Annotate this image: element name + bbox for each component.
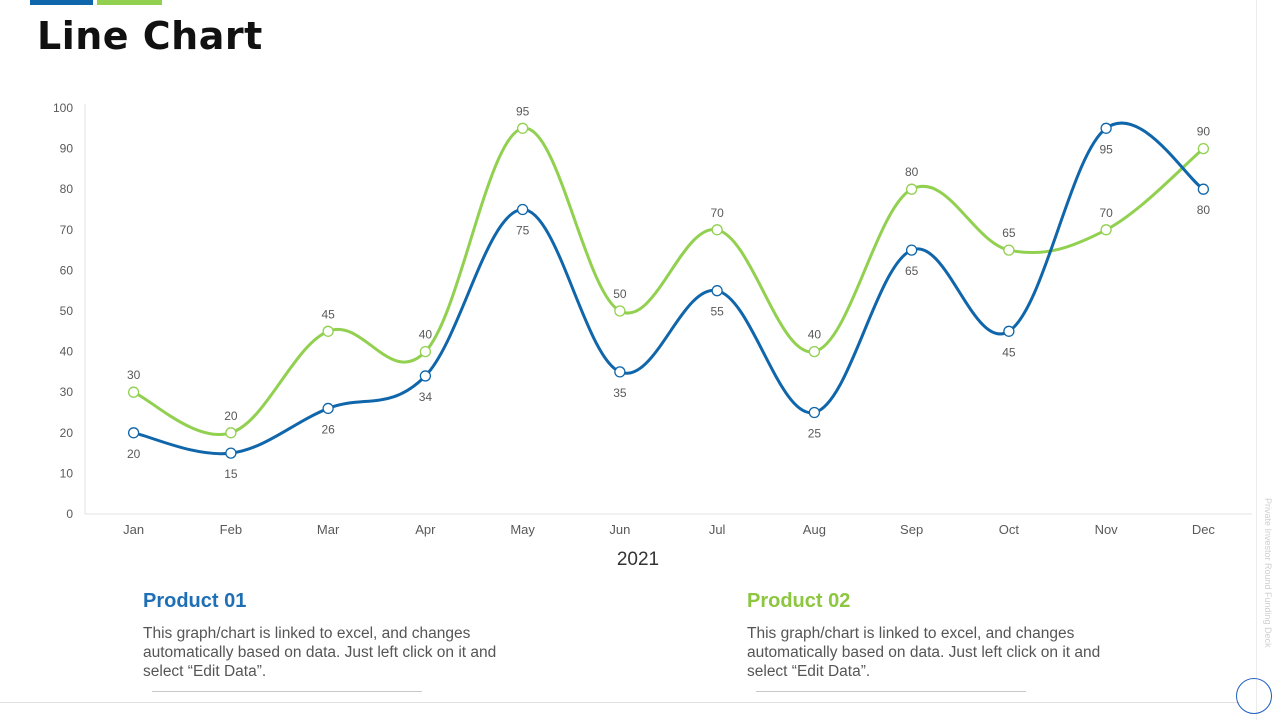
y-tick-label: 0 xyxy=(66,507,73,521)
data-point xyxy=(1003,325,1015,337)
y-tick-label: 20 xyxy=(60,426,74,440)
data-label: 65 xyxy=(905,264,919,278)
product-02-legend: Product 02 This graph/chart is linked to… xyxy=(747,590,1127,681)
product-02-title: Product 02 xyxy=(747,590,851,612)
data-point xyxy=(905,183,918,195)
data-label: 95 xyxy=(516,104,530,118)
data-point xyxy=(1003,244,1015,256)
y-tick-label: 10 xyxy=(60,466,74,480)
data-label: 70 xyxy=(1099,206,1113,220)
data-point xyxy=(127,386,140,398)
series-line-1 xyxy=(132,121,1205,456)
x-tick-label: Feb xyxy=(220,522,242,537)
data-label: 70 xyxy=(710,206,724,220)
data-label: 20 xyxy=(224,409,238,423)
series-line-2 xyxy=(132,126,1205,436)
data-label: 45 xyxy=(321,307,335,321)
data-label: 65 xyxy=(1002,226,1016,240)
y-tick-label: 90 xyxy=(60,142,74,156)
x-tick-label: Aug xyxy=(803,522,826,537)
y-tick-label: 70 xyxy=(60,223,74,237)
y-tick-label: 60 xyxy=(60,263,74,277)
data-point xyxy=(322,402,334,415)
x-axis-title: 2021 xyxy=(616,549,660,570)
side-caption: Private Investor Round Funding Deck xyxy=(1263,498,1273,648)
x-tick-label: Nov xyxy=(1095,522,1119,537)
data-point xyxy=(322,325,334,337)
data-point xyxy=(808,406,821,419)
footer-divider xyxy=(0,702,1240,703)
x-tick-label: Oct xyxy=(999,522,1020,537)
data-label: 50 xyxy=(613,287,627,301)
x-tick-label: Apr xyxy=(415,522,436,537)
data-point xyxy=(127,427,140,439)
data-label: 95 xyxy=(1099,142,1113,156)
data-point xyxy=(516,203,529,216)
data-label: 34 xyxy=(419,390,433,404)
data-point xyxy=(1100,224,1112,236)
data-point xyxy=(225,427,237,439)
x-tick-label: Jul xyxy=(709,522,726,537)
data-label: 80 xyxy=(1197,203,1211,217)
product-01-legend: Product 01 This graph/chart is linked to… xyxy=(143,590,523,681)
y-tick-label: 30 xyxy=(60,385,74,399)
data-point xyxy=(614,366,626,378)
data-point xyxy=(516,122,529,134)
x-tick-label: Mar xyxy=(317,522,340,537)
data-label: 30 xyxy=(127,368,141,382)
y-tick-label: 50 xyxy=(60,304,74,318)
product-02-divider xyxy=(756,691,1026,692)
data-label: 55 xyxy=(710,305,724,319)
data-point xyxy=(808,345,821,358)
data-label: 80 xyxy=(905,165,919,179)
accent-bar-blue xyxy=(30,0,93,5)
data-point xyxy=(1197,142,1210,155)
data-label: 40 xyxy=(808,328,822,342)
data-point xyxy=(711,285,723,297)
data-label: 26 xyxy=(321,422,335,436)
y-tick-label: 80 xyxy=(60,182,74,196)
data-label: 35 xyxy=(613,386,627,400)
data-point xyxy=(419,345,432,358)
data-label: 40 xyxy=(419,328,433,342)
product-01-title: Product 01 xyxy=(143,590,247,612)
data-label: 75 xyxy=(516,224,530,238)
data-point xyxy=(225,447,237,459)
y-tick-label: 100 xyxy=(53,101,73,115)
x-tick-label: Dec xyxy=(1192,522,1216,537)
x-tick-label: Sep xyxy=(900,522,923,537)
data-label: 45 xyxy=(1002,345,1016,359)
accent-bar-green xyxy=(97,0,162,5)
corner-circle-icon xyxy=(1236,678,1272,714)
data-point xyxy=(614,305,626,317)
data-label: 15 xyxy=(224,467,238,481)
line-chart: 0 10 20 30 40 50 60 70 80 90 100 Jan Feb Mar Apr May Jun… xyxy=(53,101,1252,537)
data-label: 20 xyxy=(127,447,141,461)
data-point xyxy=(419,370,432,382)
product-02-description: This graph/chart is linked to excel, and… xyxy=(747,625,1101,680)
data-point xyxy=(905,244,918,256)
product-01-divider xyxy=(152,691,422,692)
x-tick-label: Jan xyxy=(123,522,144,537)
y-tick-label: 40 xyxy=(60,345,74,359)
product-01-description: This graph/chart is linked to excel, and… xyxy=(143,625,497,680)
data-label: 25 xyxy=(808,427,822,441)
data-point xyxy=(1100,122,1112,134)
data-point xyxy=(711,224,723,236)
x-tick-label: May xyxy=(510,522,535,537)
data-point xyxy=(1197,183,1210,195)
x-tick-label: Jun xyxy=(609,522,630,537)
page-title: Line Chart xyxy=(37,14,263,58)
right-edge-divider xyxy=(1256,0,1257,720)
data-label: 90 xyxy=(1197,125,1211,139)
